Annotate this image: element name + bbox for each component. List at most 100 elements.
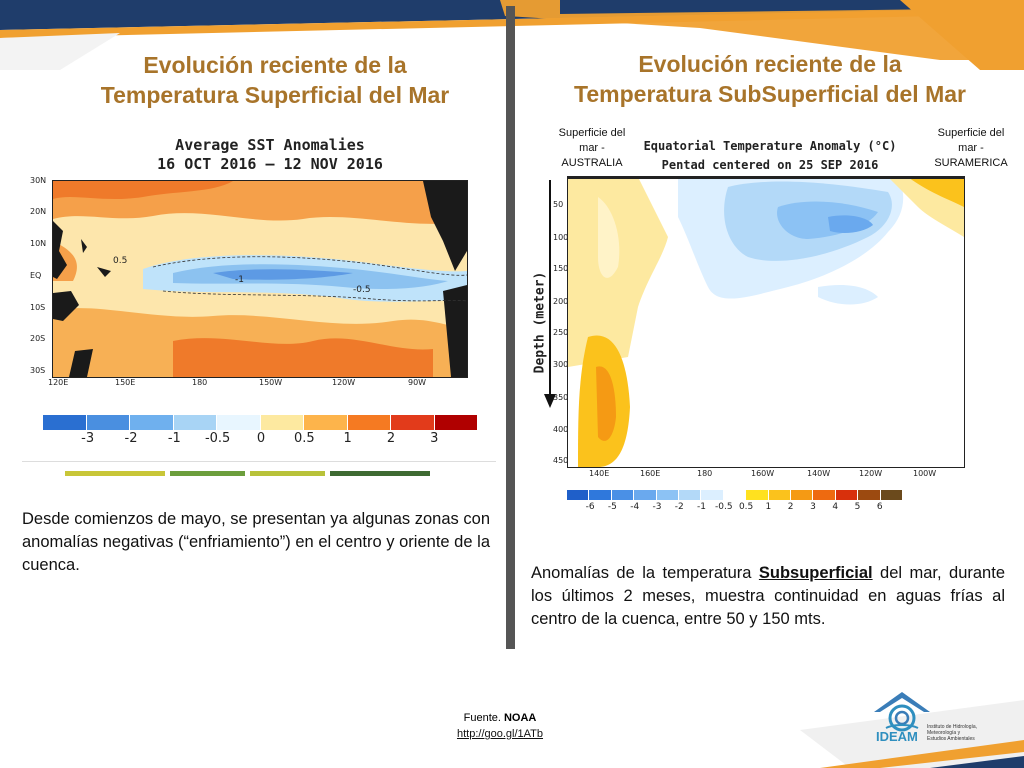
subsurface-map-title: Equatorial Temperature Anomaly (°C) Pent… — [640, 137, 900, 175]
sst-map-title-2: 16 OCT 2016 – 12 NOV 2016 — [157, 155, 383, 173]
source-line: Fuente. NOAA — [400, 712, 600, 724]
sst-scale-label: -3 — [81, 431, 95, 446]
lat-10n: 10N — [30, 239, 47, 248]
sst-scale-swatch — [347, 415, 391, 430]
ideam-logo-mark — [874, 692, 930, 732]
right-title-line2: Temperatura SubSuperficial del Mar — [574, 81, 966, 107]
lat-30n: 30N — [30, 176, 47, 185]
sst-scale-swatch — [391, 415, 435, 430]
sst-scale-swatch — [173, 415, 217, 430]
right-title-line1: Evolución reciente de la — [638, 51, 902, 77]
ideam-logo-line3: Estudios Ambientales — [927, 736, 975, 742]
contour-label-neg05: -0.5 — [353, 285, 371, 295]
sub-scale-swatch — [701, 490, 724, 500]
sst-scale-label: -2 — [124, 431, 138, 446]
top-decoration — [0, 0, 1024, 70]
sub-scale-label: 0.5 — [738, 502, 754, 512]
right-paragraph-underlined: Subsuperficial — [758, 564, 873, 582]
accent-bar-3 — [250, 471, 325, 476]
ideam-logo-text: Instituto de Hidrología, Meteorología y … — [927, 724, 977, 742]
sub-scale-swatch — [634, 490, 657, 500]
sub-scale-swatch — [611, 490, 635, 500]
ideam-logo-line1: Instituto de Hidrología, — [927, 724, 978, 730]
lat-eq: EQ — [30, 271, 42, 280]
source-name: NOAA — [503, 712, 537, 724]
sst-scale-label: 0 — [256, 431, 266, 446]
sub-scale-swatch — [813, 490, 836, 500]
sst-lon-labels: 120E 150E 180 150W 120W 90W — [48, 378, 466, 390]
depth-axis-arrow — [544, 180, 556, 408]
depth-350: 350 — [553, 393, 569, 402]
lon-180: 180 — [192, 378, 208, 387]
sst-color-scale-labels: -3 -2 -1 -0.5 0 0.5 1 2 3 — [66, 431, 456, 447]
subsurface-anomaly-map — [567, 176, 965, 468]
sub-scale-swatch — [858, 490, 881, 500]
sst-lat-labels: 30N 20N 10N EQ 10S 20S 30S — [30, 176, 52, 376]
left-title-line2: Temperatura Superficial del Mar — [100, 82, 450, 108]
right-paragraph-after: del mar, durante los últimos 2 meses, mu… — [531, 564, 1005, 628]
depth-450: 450 — [553, 456, 569, 465]
lon-150w: 150W — [259, 378, 283, 387]
lon-90w: 90W — [408, 378, 427, 387]
left-title-line1: Evolución reciente de la — [143, 52, 407, 78]
right-paragraph-before: Anomalías de la temperatura — [531, 564, 759, 582]
lat-20s: 20S — [30, 334, 46, 343]
subsurface-map-title-1: Equatorial Temperature Anomaly (°C) — [643, 139, 897, 153]
sst-scale-swatch — [260, 415, 304, 430]
right-paragraph: Anomalías de la temperatura Subsuperfici… — [531, 562, 1005, 631]
sst-color-scale — [43, 415, 478, 430]
lon-120w-sub: 120W — [859, 469, 883, 478]
accent-bar-4 — [330, 471, 430, 476]
sst-map-graphic: 0.5 -1 -0.5 — [53, 181, 467, 377]
sub-scale-swatch — [746, 490, 769, 500]
sub-scale-label: 1 — [765, 502, 772, 512]
sst-scale-label: -1 — [167, 431, 181, 446]
lon-160w: 160W — [751, 469, 775, 478]
subsurface-color-scale-labels: -6 -5 -4 -3 -2 -1 -0.5 0.5 1 2 3 4 5 6 — [579, 502, 891, 514]
depth-axis-title: Depth (meter) — [532, 271, 548, 374]
sst-scale-swatch — [86, 415, 130, 430]
sst-map-title: Average SST Anomalies 16 OCT 2016 – 12 N… — [155, 136, 385, 174]
contour-label-neg1: -1 — [235, 275, 244, 285]
lon-100w: 100W — [913, 469, 937, 478]
sub-scale-swatch — [723, 490, 747, 500]
lon-140e: 140E — [589, 469, 610, 478]
source-prefix: Fuente. — [463, 712, 504, 724]
note-australia: Superficie del mar - AUSTRALIA — [558, 127, 626, 169]
contour-label-05: 0.5 — [113, 256, 127, 266]
bottom-decoration — [800, 700, 1024, 768]
sub-scale-label: 5 — [854, 502, 861, 512]
source-link[interactable]: http://goo.gl/1ATb — [456, 728, 544, 740]
lon-120e: 120E — [48, 378, 69, 387]
sub-scale-label: 6 — [876, 502, 883, 512]
lon-120w: 120W — [332, 378, 356, 387]
depth-labels: 50 100 150 200 250 300 350 400 450 — [553, 200, 569, 470]
depth-100: 100 — [553, 233, 569, 242]
sub-scale-swatch — [791, 490, 814, 500]
lat-10s: 10S — [30, 303, 46, 312]
lon-140w: 140W — [807, 469, 831, 478]
lon-150e: 150E — [115, 378, 136, 387]
depth-300: 300 — [553, 360, 569, 369]
sub-scale-label: 4 — [832, 502, 839, 512]
sub-scale-label: -1 — [697, 502, 707, 512]
sub-scale-swatch — [880, 490, 904, 500]
sst-scale-label: 3 — [430, 431, 439, 446]
sub-scale-label: -0.5 — [715, 502, 733, 512]
sub-scale-label: -3 — [652, 502, 662, 512]
sub-scale-label: -6 — [585, 502, 595, 512]
depth-400: 400 — [553, 425, 569, 434]
lon-180-sub: 180 — [697, 469, 713, 478]
sst-scale-label: 2 — [386, 431, 396, 446]
lon-160e: 160E — [640, 469, 661, 478]
depth-200: 200 — [553, 297, 569, 306]
subsurface-color-scale — [567, 490, 904, 500]
left-paragraph: Desde comienzos de mayo, se presentan ya… — [22, 510, 490, 574]
sst-scale-label: -0.5 — [204, 431, 231, 446]
sst-scale-label: 0.5 — [293, 431, 315, 446]
accent-bar-2 — [170, 471, 245, 476]
sub-scale-label: -5 — [607, 502, 617, 512]
right-title: Evolución reciente de la Temperatura Sub… — [535, 49, 1005, 109]
subsurface-lon-labels: 140E 160E 180 160W 140W 120W 100W — [567, 469, 963, 481]
sub-scale-label: -2 — [674, 502, 684, 512]
